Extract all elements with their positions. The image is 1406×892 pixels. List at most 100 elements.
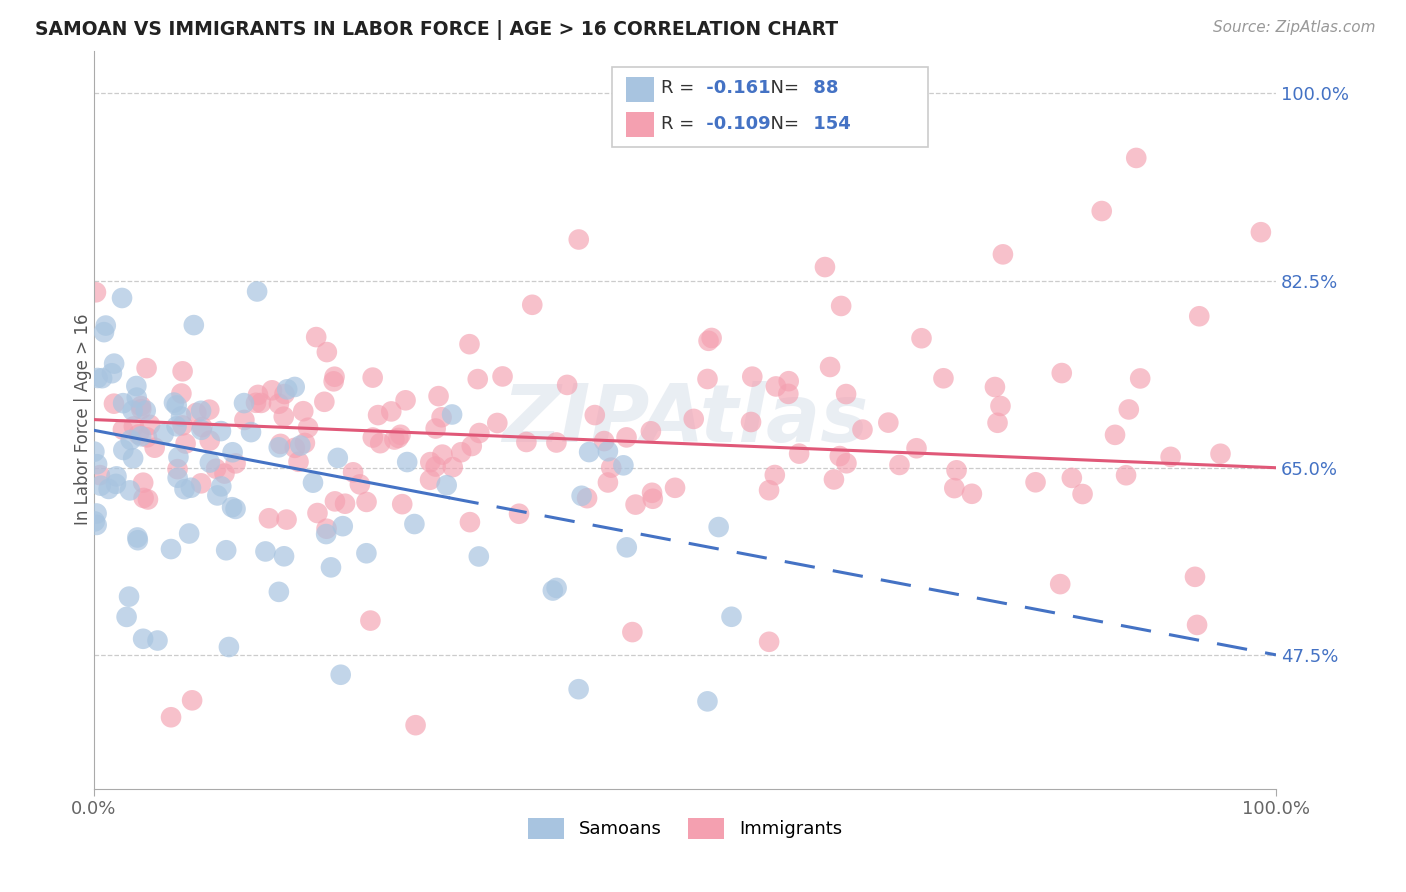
Samoans xyxy=(121,403,143,417)
Immigrants xyxy=(225,457,247,471)
Immigrants xyxy=(430,410,453,425)
Text: -0.109: -0.109 xyxy=(700,115,770,133)
Immigrants xyxy=(273,409,295,424)
Immigrants xyxy=(1050,366,1073,380)
Samoans xyxy=(125,391,148,405)
Immigrants xyxy=(828,449,851,463)
Samoans xyxy=(578,445,600,459)
Samoans xyxy=(152,427,174,442)
Immigrants xyxy=(315,522,337,536)
Immigrants xyxy=(1184,570,1206,584)
Immigrants xyxy=(467,372,489,386)
Immigrants xyxy=(441,460,464,475)
Immigrants xyxy=(763,468,786,483)
Immigrants xyxy=(394,393,416,408)
Samoans xyxy=(86,507,108,521)
Samoans xyxy=(132,632,155,646)
Immigrants xyxy=(361,370,384,384)
Immigrants xyxy=(835,387,858,401)
Samoans xyxy=(273,549,295,564)
Samoans xyxy=(396,455,419,469)
Immigrants xyxy=(889,458,911,472)
Immigrants xyxy=(342,465,364,479)
Immigrants xyxy=(387,431,409,445)
Immigrants xyxy=(640,425,662,439)
Immigrants xyxy=(851,423,873,437)
Samoans xyxy=(86,457,108,471)
Immigrants xyxy=(624,498,647,512)
Immigrants xyxy=(910,331,932,345)
Immigrants xyxy=(247,388,270,402)
Immigrants xyxy=(186,406,208,420)
Samoans xyxy=(167,450,190,464)
Immigrants xyxy=(596,475,619,490)
Samoans xyxy=(127,531,149,545)
Immigrants xyxy=(287,455,309,469)
Samoans xyxy=(103,357,125,371)
Immigrants xyxy=(284,441,307,455)
Text: ZIPAtlas: ZIPAtlas xyxy=(502,381,868,458)
Samoans xyxy=(315,527,337,541)
Immigrants xyxy=(986,416,1008,430)
Legend: Samoans, Immigrants: Samoans, Immigrants xyxy=(520,811,849,846)
Samoans xyxy=(441,408,464,422)
Text: N=: N= xyxy=(759,79,806,97)
Immigrants xyxy=(616,430,638,444)
Samoans xyxy=(160,542,183,557)
Text: Source: ZipAtlas.com: Source: ZipAtlas.com xyxy=(1212,20,1375,35)
Samoans xyxy=(404,516,426,531)
Samoans xyxy=(112,442,135,457)
Immigrants xyxy=(160,710,183,724)
Samoans xyxy=(319,560,342,574)
Samoans xyxy=(97,482,120,496)
Samoans xyxy=(571,489,593,503)
Immigrants xyxy=(314,394,336,409)
Samoans xyxy=(233,396,256,410)
Samoans xyxy=(93,325,115,339)
Samoans xyxy=(215,543,238,558)
Immigrants xyxy=(181,693,204,707)
Immigrants xyxy=(89,468,111,483)
Immigrants xyxy=(425,459,447,474)
Immigrants xyxy=(682,412,704,426)
Immigrants xyxy=(432,448,454,462)
Immigrants xyxy=(305,330,328,344)
Immigrants xyxy=(1129,371,1152,385)
Immigrants xyxy=(787,447,810,461)
Immigrants xyxy=(621,625,644,640)
Samoans xyxy=(596,444,619,458)
Immigrants xyxy=(307,506,329,520)
Immigrants xyxy=(276,513,298,527)
Immigrants xyxy=(174,436,197,450)
Samoans xyxy=(190,404,212,418)
Immigrants xyxy=(765,379,787,393)
Samoans xyxy=(332,519,354,533)
Immigrants xyxy=(292,404,315,418)
Immigrants xyxy=(361,431,384,445)
Immigrants xyxy=(491,369,513,384)
Text: R =: R = xyxy=(661,79,700,97)
Immigrants xyxy=(758,483,780,498)
Samoans xyxy=(209,479,232,493)
Immigrants xyxy=(172,364,194,378)
Immigrants xyxy=(368,436,391,450)
Samoans xyxy=(86,371,108,385)
Immigrants xyxy=(990,399,1012,413)
Samoans xyxy=(94,318,117,333)
Samoans xyxy=(166,419,188,434)
Immigrants xyxy=(135,430,157,444)
Immigrants xyxy=(367,408,389,422)
Immigrants xyxy=(419,473,441,487)
Immigrants xyxy=(128,427,150,442)
Samoans xyxy=(326,450,349,465)
Immigrants xyxy=(1185,618,1208,632)
Immigrants xyxy=(641,491,664,506)
Immigrants xyxy=(818,359,841,374)
Immigrants xyxy=(380,404,402,418)
Samoans xyxy=(246,285,269,299)
Immigrants xyxy=(1118,402,1140,417)
Immigrants xyxy=(191,420,214,434)
Immigrants xyxy=(1188,310,1211,324)
Immigrants xyxy=(356,495,378,509)
Immigrants xyxy=(741,369,763,384)
